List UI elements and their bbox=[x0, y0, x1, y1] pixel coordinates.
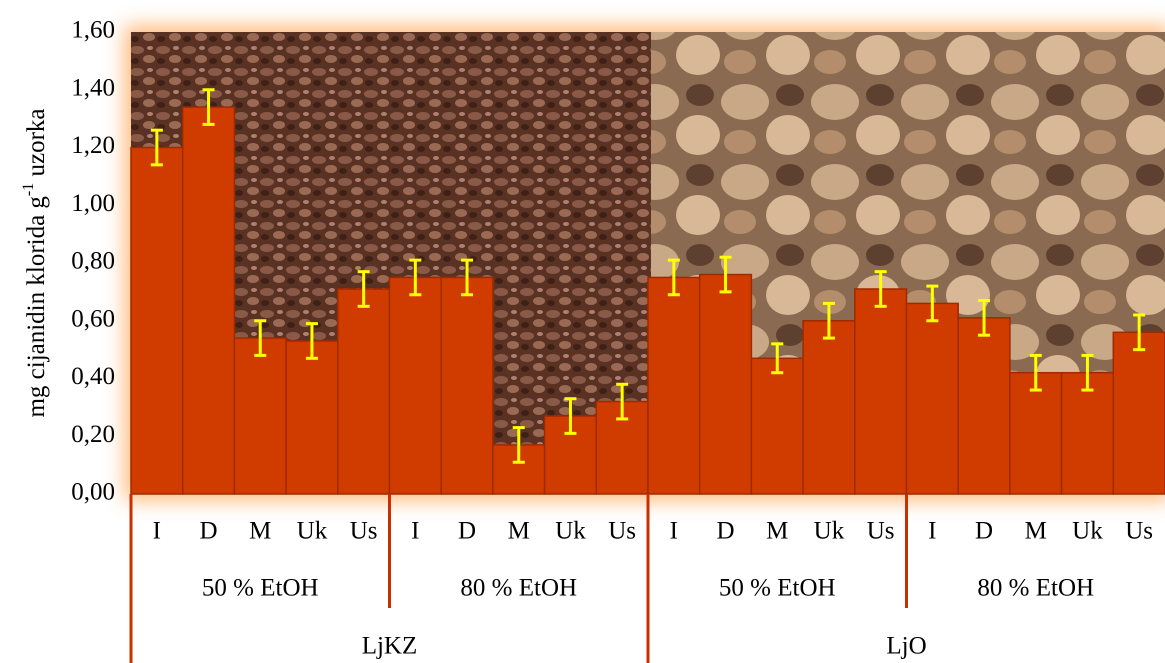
y-tick-label: 0,40 bbox=[71, 363, 115, 390]
x-tick-label: Uk bbox=[814, 518, 845, 545]
y-tick-label: 0,00 bbox=[71, 479, 115, 506]
bar bbox=[957, 317, 1011, 495]
bar bbox=[750, 357, 804, 495]
x-tick-label: M bbox=[249, 518, 271, 545]
group-label: 50 % EtOH bbox=[719, 575, 836, 602]
x-tick-label: D bbox=[200, 518, 218, 545]
group-label: 50 % EtOH bbox=[202, 575, 319, 602]
y-axis-title: mg cijanidin klorida g-1 uzorka bbox=[20, 108, 50, 417]
bar bbox=[905, 302, 959, 495]
x-tick-label: Us bbox=[350, 518, 378, 545]
x-tick-label: Uk bbox=[297, 518, 328, 545]
x-tick-label: Uk bbox=[1072, 518, 1103, 545]
y-tick-label: 1,20 bbox=[71, 132, 115, 159]
bar bbox=[337, 288, 391, 495]
x-tick-label: Us bbox=[867, 518, 895, 545]
y-tick-label: 0,60 bbox=[71, 305, 115, 332]
bar bbox=[698, 273, 753, 495]
x-tick-label: Us bbox=[608, 518, 636, 545]
x-tick-label: M bbox=[1025, 518, 1047, 545]
bar bbox=[647, 276, 701, 495]
x-tick-label: I bbox=[928, 518, 936, 545]
group-label: 80 % EtOH bbox=[460, 575, 577, 602]
y-tick-label: 1,40 bbox=[71, 74, 115, 101]
x-tick-label: I bbox=[411, 518, 419, 545]
bar bbox=[802, 320, 856, 495]
bar bbox=[233, 337, 287, 495]
x-tick-label: I bbox=[153, 518, 161, 545]
x-tick-label: D bbox=[717, 518, 735, 545]
y-tick-label: 0,80 bbox=[71, 248, 115, 275]
bar bbox=[285, 340, 339, 495]
y-tick-label: 0,20 bbox=[71, 421, 115, 448]
bar bbox=[1112, 331, 1165, 495]
group-label: 80 % EtOH bbox=[977, 575, 1094, 602]
bar bbox=[388, 276, 442, 495]
bar bbox=[440, 276, 494, 495]
x-tick-label: M bbox=[508, 518, 530, 545]
x-tick-label: Uk bbox=[555, 518, 586, 545]
y-tick-label: 1,00 bbox=[71, 190, 115, 217]
x-tick-label: D bbox=[975, 518, 993, 545]
x-tick-label: I bbox=[670, 518, 678, 545]
x-tick-label: D bbox=[458, 518, 476, 545]
bar bbox=[130, 146, 184, 495]
x-tick-label: M bbox=[766, 518, 788, 545]
group-label: LjKZ bbox=[362, 633, 418, 660]
x-tick-label: Us bbox=[1125, 518, 1153, 545]
bar bbox=[181, 106, 236, 495]
bar bbox=[854, 288, 908, 495]
group-label: LjO bbox=[886, 633, 926, 660]
y-tick-label: 1,60 bbox=[71, 17, 115, 44]
